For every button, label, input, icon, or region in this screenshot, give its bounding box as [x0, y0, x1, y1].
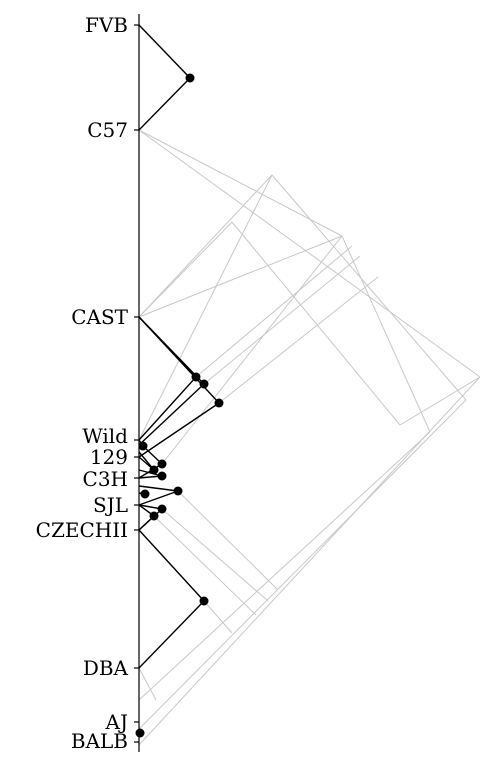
guide-15	[138, 667, 157, 701]
guide-17	[138, 399, 467, 730]
guide-8	[271, 174, 467, 401]
guide-1	[195, 245, 353, 378]
edge-wild-a	[138, 376, 197, 441]
node-sjl-czechii-b	[149, 511, 159, 521]
edge-sjl-node-d	[138, 490, 179, 506]
leaf-label-balb: BALB	[71, 729, 128, 753]
node-cast-1	[191, 372, 201, 382]
edge-c57	[138, 77, 191, 131]
leaf-label-wild: Wild	[82, 424, 128, 448]
guide-9	[341, 235, 431, 433]
leaf-ticks	[134, 24, 139, 743]
guide-6	[138, 129, 343, 237]
guide-16	[138, 431, 431, 701]
leaf-label-129: 129	[90, 445, 128, 469]
guide-14	[203, 600, 233, 634]
leaf-labels: FVB C57 CAST Wild 129 C3H SJL CZECHII DB…	[36, 13, 129, 753]
edge-wild-b	[138, 383, 205, 446]
node-c3h	[157, 471, 167, 481]
node-c3h-sjl	[173, 486, 183, 496]
guide-lines	[138, 129, 481, 746]
internal-nodes	[135, 73, 224, 738]
leaf-label-c57: C57	[87, 118, 128, 142]
edge-cast-c	[138, 316, 220, 404]
guide-2	[203, 255, 361, 385]
node-fvb-c57	[185, 73, 195, 83]
node-129-b	[149, 465, 159, 475]
leaf-label-czechii: CZECHII	[36, 518, 128, 542]
guide-3	[218, 276, 379, 404]
guide-5	[161, 235, 343, 465]
node-wild	[138, 441, 148, 451]
node-czechii-dba	[199, 596, 209, 606]
guide-outer-lower	[138, 376, 481, 746]
tree-edges	[138, 24, 220, 669]
leaf-label-fvb: FVB	[85, 13, 128, 37]
edge-c3h-node-d	[138, 485, 179, 492]
leaf-label-aj: AJ	[105, 710, 128, 734]
node-cast-3	[214, 398, 224, 408]
leaf-label-cast: CAST	[71, 305, 128, 329]
leaf-label-dba: DBA	[83, 656, 129, 680]
leaf-label-c3h: C3H	[83, 467, 128, 491]
node-129-a	[157, 459, 167, 469]
guide-4	[138, 174, 273, 441]
node-aj-balb	[135, 728, 145, 738]
node-sjl	[140, 489, 150, 499]
guide-11	[177, 490, 279, 591]
node-sjl-czechii-a	[157, 504, 167, 514]
edge-fvb	[138, 24, 191, 79]
guide-10	[399, 376, 481, 426]
guide-13	[153, 515, 257, 616]
guide-12	[161, 508, 269, 602]
edge-dba	[138, 600, 205, 669]
guide-7	[231, 221, 401, 426]
guide-outer-upper	[138, 129, 481, 378]
node-cast-2	[199, 379, 209, 389]
guide-19	[138, 174, 273, 318]
edge-czechii-dba	[138, 529, 205, 602]
guide-cast-upper	[138, 235, 343, 318]
edge-129-a	[138, 402, 220, 458]
leaf-label-sjl: SJL	[93, 493, 128, 517]
